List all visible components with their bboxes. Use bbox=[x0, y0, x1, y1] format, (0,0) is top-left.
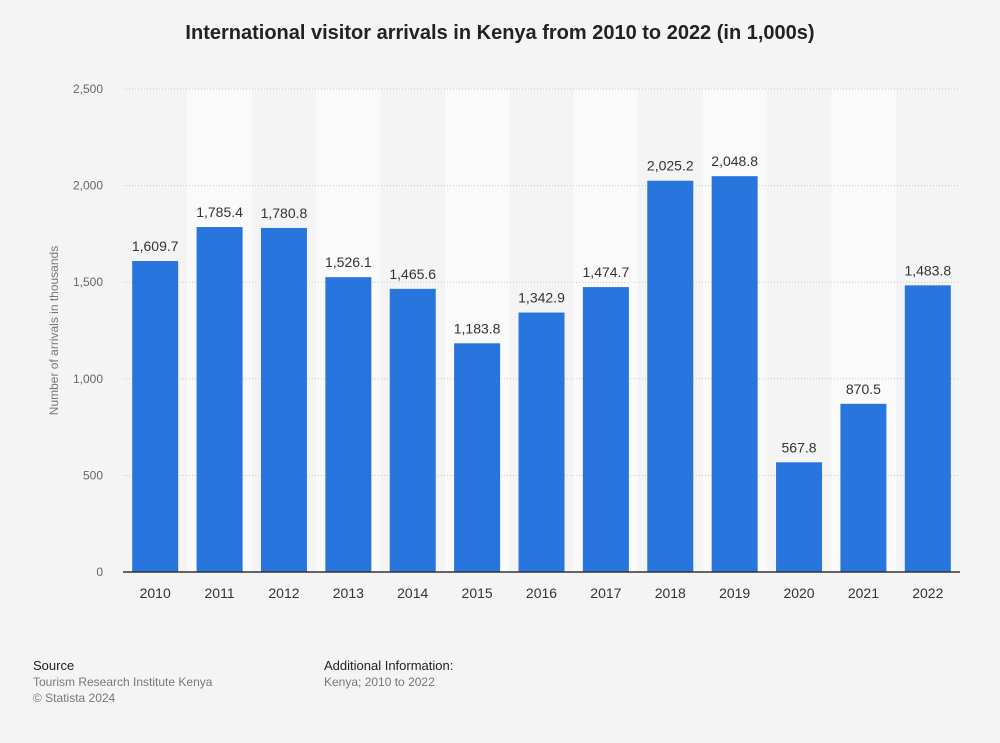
x-axis-tick-labels: 2010 2011 2012 2013 2014 2015 2016 2017 2018 2019… bbox=[140, 585, 944, 601]
bar-value-label: 1,609.7 bbox=[132, 238, 179, 254]
bar-value-label: 2,048.8 bbox=[711, 153, 758, 169]
bar bbox=[389, 288, 436, 572]
bar-value-label: 1,342.9 bbox=[518, 290, 565, 306]
bar bbox=[325, 277, 372, 572]
bar bbox=[711, 176, 758, 572]
x-tick-label: 2016 bbox=[526, 585, 557, 601]
copyright-line[interactable]: © Statista 2024 bbox=[33, 691, 116, 705]
chart-title: International visitor arrivals in Kenya … bbox=[185, 22, 815, 44]
y-tick-label: 1,500 bbox=[73, 275, 103, 289]
source-line: Tourism Research Institute Kenya bbox=[33, 675, 213, 689]
additional-info-heading: Additional Information: bbox=[324, 658, 454, 673]
additional-info-block: Additional Information: Kenya; 2010 to 2… bbox=[324, 658, 453, 690]
x-tick-label: 2021 bbox=[848, 585, 879, 601]
x-tick-label: 2015 bbox=[462, 585, 493, 601]
bar bbox=[647, 180, 694, 572]
y-tick-label: 1,000 bbox=[73, 372, 103, 386]
bar-value-label: 1,183.8 bbox=[454, 320, 501, 336]
y-tick-label: 2,000 bbox=[73, 179, 103, 193]
bar-value-label: 870.5 bbox=[846, 381, 881, 397]
source-heading: Source bbox=[33, 658, 75, 673]
y-tick-label: 500 bbox=[83, 468, 103, 482]
x-tick-label: 2012 bbox=[268, 585, 299, 601]
bar-value-label: 1,526.1 bbox=[325, 254, 372, 270]
bar-value-labels: 1,609.7 1,785.4 1,780.8 1,526.1 1,465.6 1,183… bbox=[132, 153, 952, 455]
bar-value-label: 1,785.4 bbox=[196, 204, 243, 220]
y-tick-label: 0 bbox=[96, 565, 103, 579]
bar-value-label: 1,474.7 bbox=[583, 264, 630, 280]
bar-value-label: 567.8 bbox=[782, 439, 817, 455]
source-block: Source Tourism Research Institute Kenya … bbox=[33, 658, 212, 706]
bars bbox=[132, 176, 951, 572]
x-tick-label: 2010 bbox=[140, 585, 171, 601]
additional-info-line: Kenya; 2010 to 2022 bbox=[324, 675, 435, 689]
y-axis-tick-labels: 0 500 1,000 1,500 2,000 2,500 bbox=[73, 82, 103, 579]
x-tick-label: 2022 bbox=[912, 585, 943, 601]
bar bbox=[454, 343, 501, 572]
bar bbox=[260, 227, 307, 572]
bar bbox=[904, 285, 951, 572]
x-tick-label: 2013 bbox=[333, 585, 364, 601]
x-tick-label: 2020 bbox=[783, 585, 814, 601]
y-axis-title: Number of arrivals in thousands bbox=[47, 246, 61, 415]
x-tick-label: 2017 bbox=[590, 585, 621, 601]
y-tick-label: 2,500 bbox=[73, 82, 103, 96]
bar-value-label: 1,483.8 bbox=[904, 262, 951, 278]
bar bbox=[840, 403, 887, 572]
bar bbox=[776, 462, 823, 572]
bar bbox=[518, 312, 565, 572]
bar-value-label: 1,780.8 bbox=[261, 205, 308, 221]
bar-value-label: 2,025.2 bbox=[647, 158, 694, 174]
x-tick-label: 2019 bbox=[719, 585, 750, 601]
x-tick-label: 2018 bbox=[655, 585, 686, 601]
x-tick-label: 2014 bbox=[397, 585, 428, 601]
x-tick-label: 2011 bbox=[205, 585, 235, 601]
bar bbox=[132, 261, 179, 572]
bar-value-label: 1,465.6 bbox=[389, 266, 436, 282]
bar bbox=[196, 227, 243, 572]
bar bbox=[582, 287, 629, 572]
